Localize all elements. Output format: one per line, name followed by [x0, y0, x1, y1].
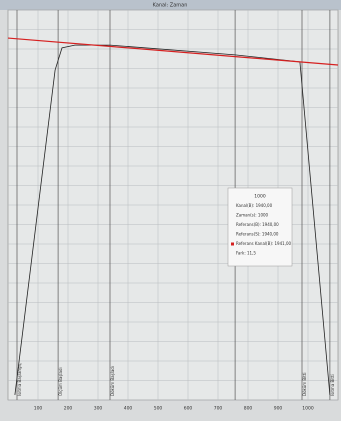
x-tick-label: 100	[34, 406, 43, 412]
event-label: Isıtma Bitti	[330, 374, 335, 396]
chart-title: Kanal: Zaman	[153, 3, 188, 9]
x-tick-label: 700	[214, 406, 223, 412]
x-tick-label: 500	[154, 406, 163, 412]
tooltip-line: Fark: 11,5	[236, 251, 256, 256]
x-tick-label: 600	[184, 406, 193, 412]
event-label: Isıtma Başlangıç	[17, 363, 22, 396]
x-tick-label: 400	[124, 406, 133, 412]
tooltip-line: Referans(S): 1940,00	[236, 232, 279, 237]
x-tick-label: 900	[274, 406, 283, 412]
x-tick-label: 800	[244, 406, 253, 412]
tooltip-line: Referans Kanal(B): 1941,00	[236, 241, 291, 246]
x-tick-label: 1000	[302, 406, 314, 412]
event-label: Döküm Bitti	[302, 372, 307, 396]
tooltip-line: Zaman(s): 1000	[236, 213, 269, 218]
event-label: Ölçüm Başladı	[58, 367, 63, 396]
tooltip-line: Referans(B): 1940,00	[236, 222, 279, 227]
page: {"chart_data": { "type": "line", "title"…	[0, 0, 341, 421]
event-label: Döküm Başladı	[110, 366, 115, 396]
x-tick-label: 200	[64, 406, 73, 412]
tooltip-line: Kanal(B): 1940,00	[236, 203, 273, 208]
x-tick-label: 300	[94, 406, 103, 412]
tooltip-title: 1000	[254, 194, 266, 200]
tooltip-swatch	[231, 243, 234, 246]
chart: Kanal: Zaman 100 200 300 400 500 600 700 800 900…	[0, 0, 341, 421]
